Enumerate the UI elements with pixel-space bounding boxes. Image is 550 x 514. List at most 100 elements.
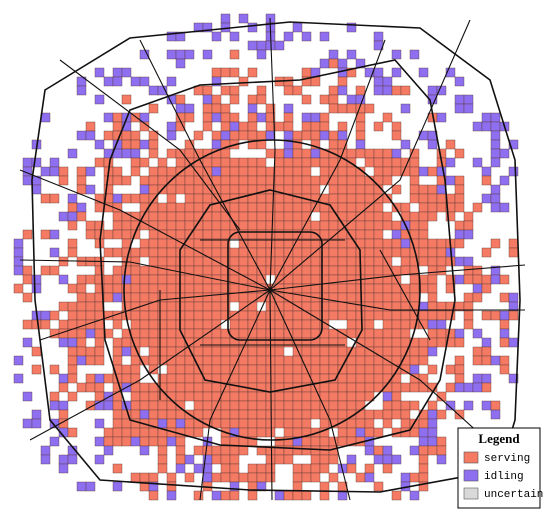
grid-cell — [508, 166, 519, 177]
grid-cell — [166, 76, 177, 87]
grid-cell — [472, 382, 483, 393]
grid-cell — [229, 463, 240, 474]
grid-cell — [229, 247, 240, 258]
grid-cell — [355, 301, 366, 312]
grid-cell — [355, 220, 366, 231]
legend-title: Legend — [478, 431, 520, 446]
grid-cell — [13, 373, 24, 384]
grid-cell — [481, 121, 492, 132]
grid-cell — [337, 274, 348, 285]
grid-cell — [256, 409, 267, 420]
grid-cell — [121, 175, 132, 186]
grid-cell — [121, 139, 132, 150]
grid-cell — [229, 67, 240, 78]
grid-cell — [202, 121, 213, 132]
grid-cell — [139, 175, 150, 186]
grid-cell — [22, 319, 33, 330]
grid-cell — [373, 85, 384, 96]
grid-cell — [112, 193, 123, 204]
grid-cell — [229, 157, 240, 168]
grid-cell — [337, 409, 348, 420]
grid-cell — [364, 418, 375, 429]
grid-cell — [256, 49, 267, 60]
grid-cell — [166, 436, 177, 447]
grid-cell — [292, 85, 303, 96]
grid-cell — [319, 418, 330, 429]
grid-cell — [427, 247, 438, 258]
grid-cell — [382, 454, 393, 465]
grid-cell — [58, 211, 69, 222]
grid-cell — [130, 157, 141, 168]
grid-cell — [175, 103, 186, 114]
grid-cell — [346, 463, 357, 474]
grid-cell — [436, 310, 447, 321]
grid-cell — [31, 274, 42, 285]
grid-cell — [238, 175, 249, 186]
grid-cell — [22, 391, 33, 402]
grid-cell — [373, 76, 384, 87]
grid-cell — [445, 211, 456, 222]
grid-cell — [112, 292, 123, 303]
grid-cell — [130, 283, 141, 294]
grid-cell — [292, 283, 303, 294]
grid-cell — [409, 157, 420, 168]
grid-cell — [22, 292, 33, 303]
grid-cell — [112, 346, 123, 357]
grid-cell — [310, 400, 321, 411]
grid-cell — [310, 445, 321, 456]
grid-cell — [238, 220, 249, 231]
grid-cell — [67, 211, 78, 222]
grid-cell — [58, 256, 69, 267]
grid-cell — [364, 328, 375, 339]
grid-cell — [130, 364, 141, 375]
grid-cell — [157, 418, 168, 429]
grid-cell — [112, 337, 123, 348]
grid-cell — [58, 382, 69, 393]
grid-cell — [193, 283, 204, 294]
grid-cell — [418, 463, 429, 474]
grid-cell — [184, 373, 195, 384]
grid-cell — [301, 157, 312, 168]
grid-cell — [112, 229, 123, 240]
grid-cell — [202, 283, 213, 294]
grid-cell — [247, 301, 258, 312]
grid-cell — [319, 157, 330, 168]
grid-cell — [310, 121, 321, 132]
grid-cell — [256, 193, 267, 204]
grid-cell — [328, 391, 339, 402]
grid-cell — [247, 265, 258, 276]
grid-cell — [247, 463, 258, 474]
grid-cell — [292, 157, 303, 168]
grid-cell — [274, 319, 285, 330]
grid-cell — [112, 274, 123, 285]
grid-cell — [13, 283, 24, 294]
grid-cell — [292, 400, 303, 411]
grid-cell — [391, 400, 402, 411]
grid-cell — [463, 310, 474, 321]
grid-cell — [121, 427, 132, 438]
grid-cell — [337, 265, 348, 276]
grid-cell — [40, 112, 51, 123]
grid-cell — [67, 283, 78, 294]
grid-cell — [274, 148, 285, 159]
grid-cell — [211, 94, 222, 105]
grid-cell — [499, 355, 510, 366]
grid-cell — [274, 220, 285, 231]
grid-cell — [247, 220, 258, 231]
grid-cell — [301, 148, 312, 159]
grid-cell — [310, 256, 321, 267]
grid-cell — [373, 310, 384, 321]
grid-cell — [202, 346, 213, 357]
grid-cell — [427, 85, 438, 96]
grid-cell — [256, 472, 267, 483]
grid-cell — [427, 319, 438, 330]
grid-cell — [130, 472, 141, 483]
grid-cell — [202, 265, 213, 276]
grid-cell — [472, 121, 483, 132]
grid-cell — [409, 193, 420, 204]
grid-cell — [202, 229, 213, 240]
grid-cell — [274, 355, 285, 366]
grid-cell — [463, 319, 474, 330]
grid-cell — [94, 337, 105, 348]
